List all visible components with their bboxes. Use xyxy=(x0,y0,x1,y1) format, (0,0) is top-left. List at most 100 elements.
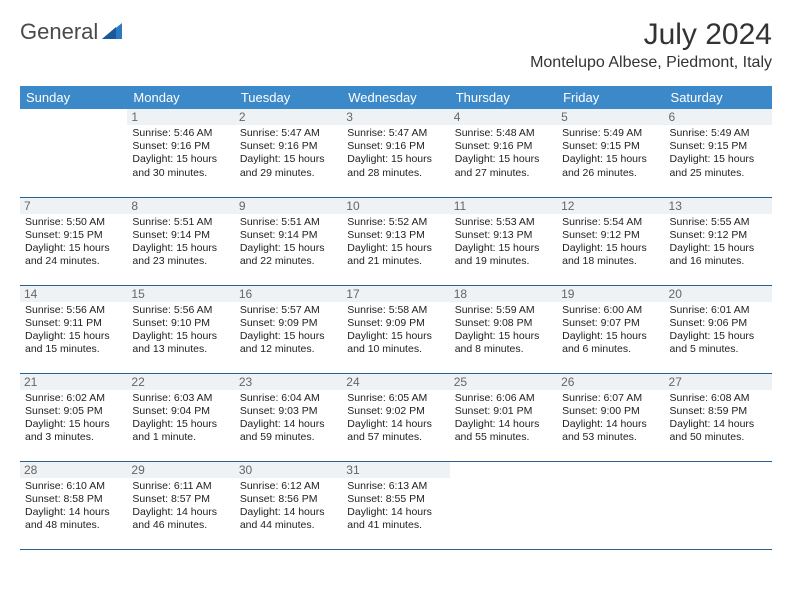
col-thursday: Thursday xyxy=(450,86,557,109)
day-details: Sunrise: 6:04 AMSunset: 9:03 PMDaylight:… xyxy=(240,392,337,445)
calendar-row: 14Sunrise: 5:56 AMSunset: 9:11 PMDayligh… xyxy=(20,285,772,373)
day-number: 3 xyxy=(342,109,449,125)
location: Montelupo Albese, Piedmont, Italy xyxy=(530,54,772,72)
col-monday: Monday xyxy=(127,86,234,109)
day-details: Sunrise: 6:00 AMSunset: 9:07 PMDaylight:… xyxy=(562,304,659,357)
calendar-cell xyxy=(20,109,127,197)
day-number: 13 xyxy=(665,198,772,214)
calendar-cell: 27 Sunrise: 6:08 AMSunset: 8:59 PMDayligh… xyxy=(665,373,772,461)
day-number: 8 xyxy=(127,198,234,214)
calendar-cell: 26Sunrise: 6:07 AMSunset: 9:00 PMDayligh… xyxy=(557,373,664,461)
day-details: Sunrise: 5:54 AMSunset: 9:12 PMDaylight:… xyxy=(562,216,659,269)
calendar-cell: 13Sunrise: 5:55 AMSunset: 9:12 PMDayligh… xyxy=(665,197,772,285)
calendar-cell: 16 Sunrise: 5:57 AMSunset: 9:09 PMDayligh… xyxy=(235,285,342,373)
logo-general-text: General xyxy=(20,19,98,44)
day-number: 1 xyxy=(127,109,234,125)
calendar-cell: 18 Sunrise: 5:59 AMSunset: 9:08 PMDayligh… xyxy=(450,285,557,373)
calendar-cell: 11 Sunrise: 5:53 AMSunset: 9:13 PMDayligh… xyxy=(450,197,557,285)
calendar-cell: 8 Sunrise: 5:51 AMSunset: 9:14 PMDaylight… xyxy=(127,197,234,285)
day-details: Sunrise: 6:01 AMSunset: 9:06 PMDaylight:… xyxy=(670,304,767,357)
day-number: 7 xyxy=(20,198,127,214)
calendar-table: Sunday Monday Tuesday Wednesday Thursday… xyxy=(20,86,772,550)
day-details: Sunrise: 5:49 AMSunset: 9:15 PMDaylight:… xyxy=(670,127,767,180)
calendar-cell: 5 Sunrise: 5:49 AMSunset: 9:15 PMDaylight… xyxy=(557,109,664,197)
calendar-row: 28Sunrise: 6:10 AMSunset: 8:58 PMDayligh… xyxy=(20,461,772,549)
calendar-cell: 28Sunrise: 6:10 AMSunset: 8:58 PMDayligh… xyxy=(20,461,127,549)
title-block: July 2024 Montelupo Albese, Piedmont, It… xyxy=(530,18,772,72)
calendar-row: 1 Sunrise: 5:46 AMSunset: 9:16 PMDaylight… xyxy=(20,109,772,197)
day-details: Sunrise: 5:51 AMSunset: 9:14 PMDaylight:… xyxy=(132,216,229,269)
calendar-cell: 6Sunrise: 5:49 AMSunset: 9:15 PMDaylight… xyxy=(665,109,772,197)
day-details: Sunrise: 5:49 AMSunset: 9:15 PMDaylight:… xyxy=(562,127,659,180)
day-details: Sunrise: 5:57 AMSunset: 9:09 PMDaylight:… xyxy=(240,304,337,357)
calendar-cell: 19 Sunrise: 6:00 AMSunset: 9:07 PMDayligh… xyxy=(557,285,664,373)
col-wednesday: Wednesday xyxy=(342,86,449,109)
day-details: Sunrise: 5:53 AMSunset: 9:13 PMDaylight:… xyxy=(455,216,552,269)
day-number: 5 xyxy=(557,109,664,125)
day-number: 31 xyxy=(342,462,449,478)
col-sunday: Sunday xyxy=(20,86,127,109)
day-details: Sunrise: 5:48 AMSunset: 9:16 PMDaylight:… xyxy=(455,127,552,180)
month-title: July 2024 xyxy=(530,18,772,52)
day-details: Sunrise: 6:02 AMSunset: 9:05 PMDaylight:… xyxy=(25,392,122,445)
calendar-cell: 22Sunrise: 6:03 AMSunset: 9:04 PMDayligh… xyxy=(127,373,234,461)
day-number: 15 xyxy=(127,286,234,302)
day-number: 2 xyxy=(235,109,342,125)
day-details: Sunrise: 5:59 AMSunset: 9:08 PMDaylight:… xyxy=(455,304,552,357)
day-details: Sunrise: 6:13 AMSunset: 8:55 PMDaylight:… xyxy=(347,480,444,533)
calendar-cell: 7 Sunrise: 5:50 AMSunset: 9:15 PMDaylight… xyxy=(20,197,127,285)
day-details: Sunrise: 5:56 AMSunset: 9:10 PMDaylight:… xyxy=(132,304,229,357)
day-details: Sunrise: 5:46 AMSunset: 9:16 PMDaylight:… xyxy=(132,127,229,180)
day-details: Sunrise: 6:12 AMSunset: 8:56 PMDaylight:… xyxy=(240,480,337,533)
day-number: 11 xyxy=(450,198,557,214)
day-number: 26 xyxy=(557,374,664,390)
calendar-cell: 29 Sunrise: 6:11 AMSunset: 8:57 PMDayligh… xyxy=(127,461,234,549)
day-number: 12 xyxy=(557,198,664,214)
day-details: Sunrise: 6:06 AMSunset: 9:01 PMDaylight:… xyxy=(455,392,552,445)
logo-triangle-icon xyxy=(102,26,122,43)
day-number: 17 xyxy=(342,286,449,302)
col-saturday: Saturday xyxy=(665,86,772,109)
calendar-cell: 14Sunrise: 5:56 AMSunset: 9:11 PMDayligh… xyxy=(20,285,127,373)
day-number: 28 xyxy=(20,462,127,478)
calendar-body: 1 Sunrise: 5:46 AMSunset: 9:16 PMDaylight… xyxy=(20,109,772,549)
calendar-cell: 10 Sunrise: 5:52 AMSunset: 9:13 PMDayligh… xyxy=(342,197,449,285)
day-number: 22 xyxy=(127,374,234,390)
calendar-cell: 20 Sunrise: 6:01 AMSunset: 9:06 PMDayligh… xyxy=(665,285,772,373)
calendar-page: General Blue July 2024 Montelupo Albese,… xyxy=(0,0,792,560)
day-number: 10 xyxy=(342,198,449,214)
day-number: 18 xyxy=(450,286,557,302)
day-details: Sunrise: 5:51 AMSunset: 9:14 PMDaylight:… xyxy=(240,216,337,269)
day-number: 9 xyxy=(235,198,342,214)
logo-general: General xyxy=(20,22,122,42)
calendar-cell: 9 Sunrise: 5:51 AMSunset: 9:14 PMDaylight… xyxy=(235,197,342,285)
logo: General Blue xyxy=(20,18,122,80)
day-number: 19 xyxy=(557,286,664,302)
day-details: Sunrise: 6:11 AMSunset: 8:57 PMDaylight:… xyxy=(132,480,229,533)
calendar-cell: 25Sunrise: 6:06 AMSunset: 9:01 PMDayligh… xyxy=(450,373,557,461)
day-number: 20 xyxy=(665,286,772,302)
calendar-cell: 2 Sunrise: 5:47 AMSunset: 9:16 PMDaylight… xyxy=(235,109,342,197)
day-number: 14 xyxy=(20,286,127,302)
day-number: 27 xyxy=(665,374,772,390)
calendar-head: Sunday Monday Tuesday Wednesday Thursday… xyxy=(20,86,772,109)
day-number: 24 xyxy=(342,374,449,390)
day-details: Sunrise: 5:52 AMSunset: 9:13 PMDaylight:… xyxy=(347,216,444,269)
day-number: 29 xyxy=(127,462,234,478)
calendar-row: 21Sunrise: 6:02 AMSunset: 9:05 PMDayligh… xyxy=(20,373,772,461)
day-details: Sunrise: 5:58 AMSunset: 9:09 PMDaylight:… xyxy=(347,304,444,357)
calendar-cell xyxy=(450,461,557,549)
calendar-cell: 31 Sunrise: 6:13 AMSunset: 8:55 PMDayligh… xyxy=(342,461,449,549)
day-number: 16 xyxy=(235,286,342,302)
day-details: Sunrise: 5:50 AMSunset: 9:15 PMDaylight:… xyxy=(25,216,122,269)
day-details: Sunrise: 6:08 AMSunset: 8:59 PMDaylight:… xyxy=(670,392,767,445)
day-details: Sunrise: 5:47 AMSunset: 9:16 PMDaylight:… xyxy=(240,127,337,180)
calendar-cell: 17 Sunrise: 5:58 AMSunset: 9:09 PMDayligh… xyxy=(342,285,449,373)
calendar-cell: 12 Sunrise: 5:54 AMSunset: 9:12 PMDayligh… xyxy=(557,197,664,285)
calendar-cell: 3 Sunrise: 5:47 AMSunset: 9:16 PMDaylight… xyxy=(342,109,449,197)
logo-blue-text: Blue xyxy=(0,60,122,80)
calendar-cell: 4Sunrise: 5:48 AMSunset: 9:16 PMDaylight… xyxy=(450,109,557,197)
day-details: Sunrise: 5:47 AMSunset: 9:16 PMDaylight:… xyxy=(347,127,444,180)
calendar-cell: 21Sunrise: 6:02 AMSunset: 9:05 PMDayligh… xyxy=(20,373,127,461)
calendar-cell: 30Sunrise: 6:12 AMSunset: 8:56 PMDayligh… xyxy=(235,461,342,549)
